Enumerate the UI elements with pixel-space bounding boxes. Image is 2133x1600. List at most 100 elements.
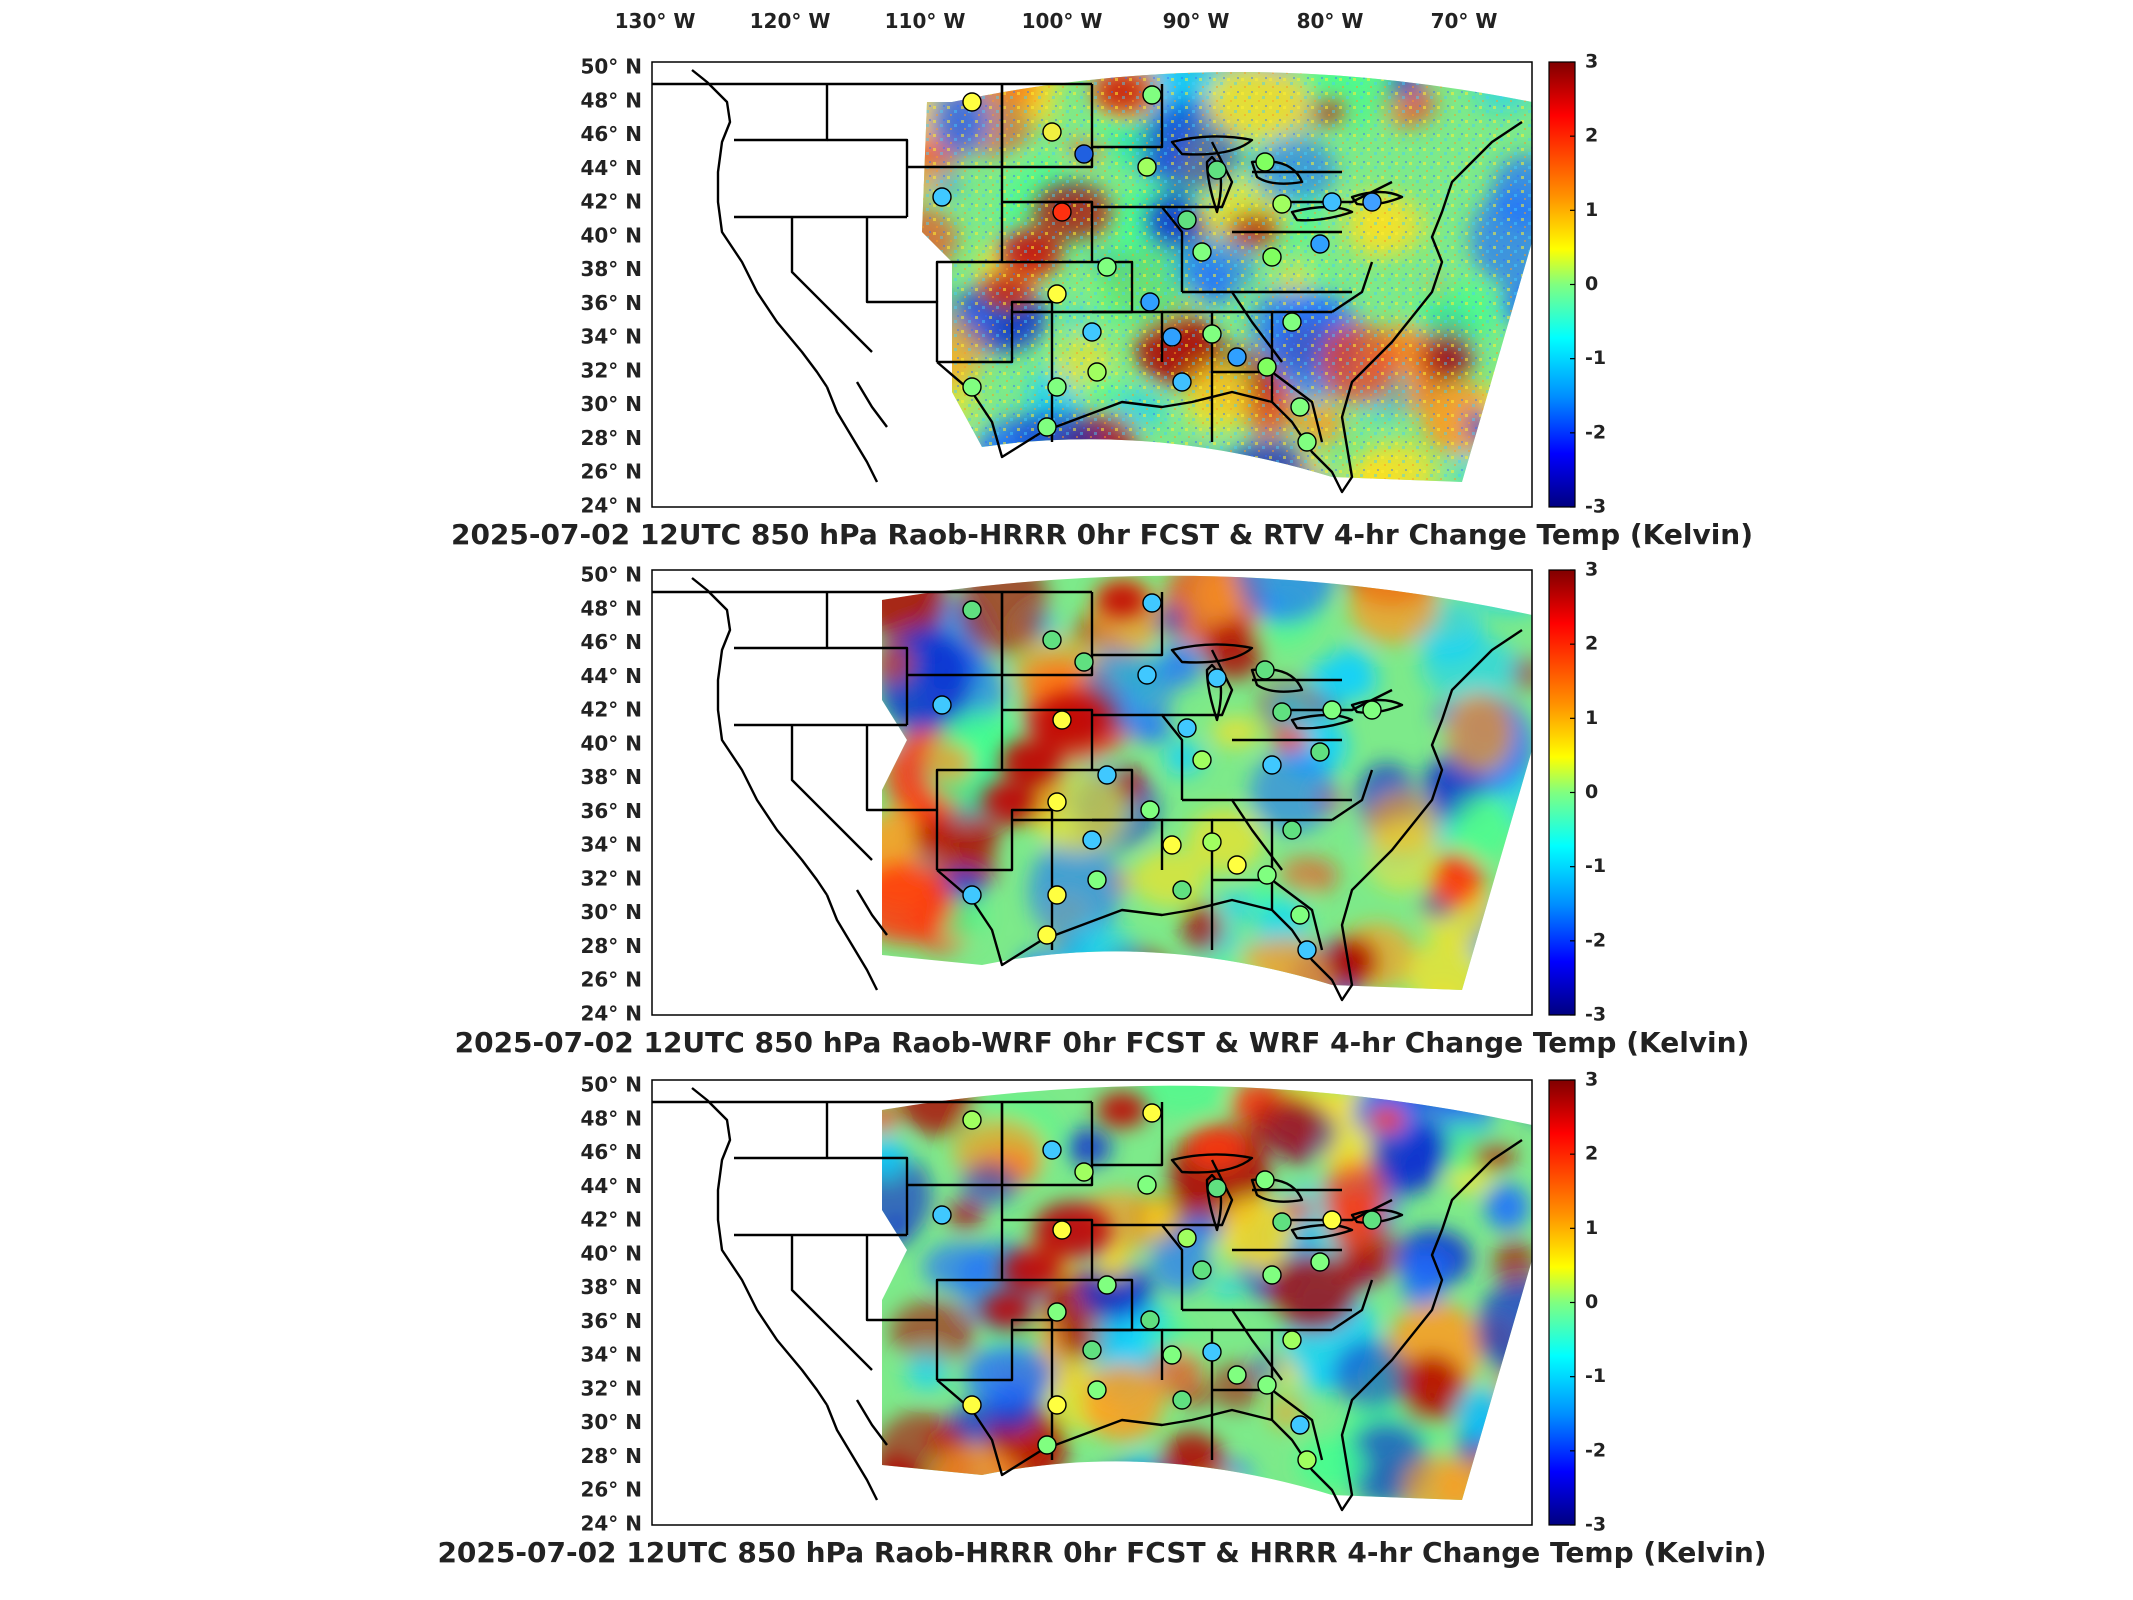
colorbar-tick-label: -1 xyxy=(1585,347,1606,369)
station-marker xyxy=(1310,1252,1330,1272)
station-marker xyxy=(1052,1220,1072,1240)
station-marker xyxy=(1042,1140,1062,1160)
station-marker xyxy=(1047,885,1067,905)
station-marker xyxy=(1272,1212,1292,1232)
lat-label: 28° N xyxy=(580,426,642,450)
station-marker xyxy=(1074,1162,1094,1182)
lat-label: 36° N xyxy=(580,291,642,315)
colorbar-tick-label: 0 xyxy=(1585,781,1598,803)
lon-label: 70° W xyxy=(1431,9,1498,33)
lat-label: 24° N xyxy=(580,494,642,518)
station-marker xyxy=(1262,1265,1282,1285)
station-marker xyxy=(1162,1345,1182,1365)
lat-label: 44° N xyxy=(580,156,642,180)
station-marker xyxy=(1087,362,1107,382)
station-marker xyxy=(1207,160,1227,180)
raob-stations xyxy=(932,1103,1382,1470)
station-marker xyxy=(1207,1178,1227,1198)
lat-label: 40° N xyxy=(580,1241,642,1265)
lat-label: 44° N xyxy=(580,1174,642,1198)
lat-label: 42° N xyxy=(580,1208,642,1232)
lat-label: 34° N xyxy=(580,1343,642,1367)
panel-title: 2025-07-02 12UTC 850 hPa Raob-HRRR 0hr F… xyxy=(451,518,1753,551)
station-marker xyxy=(1362,192,1382,212)
station-marker xyxy=(1087,1380,1107,1400)
lat-label: 36° N xyxy=(580,799,642,823)
station-marker xyxy=(1255,1170,1275,1190)
station-marker xyxy=(1047,1395,1067,1415)
station-marker xyxy=(1037,1435,1057,1455)
map-frame xyxy=(651,1079,1533,1526)
station-marker xyxy=(962,885,982,905)
station-marker xyxy=(1162,327,1182,347)
station-marker xyxy=(1162,835,1182,855)
station-marker xyxy=(932,695,952,715)
lat-label: 26° N xyxy=(580,968,642,992)
lat-label: 38° N xyxy=(580,257,642,281)
station-marker xyxy=(1322,700,1342,720)
station-marker xyxy=(1082,1340,1102,1360)
latitude-labels: 50° N 48° N 46° N 44° N 42° N 40° N 38° N 36° N… xyxy=(580,55,642,518)
station-marker xyxy=(1192,242,1212,262)
station-marker xyxy=(1172,880,1192,900)
lat-label: 46° N xyxy=(580,630,642,654)
map-frame xyxy=(651,569,1533,1016)
lat-label: 34° N xyxy=(580,833,642,857)
longitude-labels: 130° W 120° W 110° W 100° W 90° W 80° W 70° W xyxy=(615,9,1498,33)
station-marker xyxy=(1322,1210,1342,1230)
station-marker xyxy=(1047,792,1067,812)
colorbar-tick-label: -3 xyxy=(1585,496,1606,518)
station-marker xyxy=(1202,324,1222,344)
station-marker xyxy=(1290,397,1310,417)
station-marker xyxy=(1322,192,1342,212)
station-marker xyxy=(1297,432,1317,452)
lat-label: 36° N xyxy=(580,1309,642,1333)
station-marker xyxy=(1172,372,1192,392)
station-marker xyxy=(1177,718,1197,738)
lat-label: 42° N xyxy=(580,190,642,214)
lon-label: 90° W xyxy=(1163,9,1230,33)
map-panel: 50° N 48° N 46° N 44° N 42° N 40° N 38° N 36° N… xyxy=(437,1069,1766,1570)
station-marker xyxy=(1262,755,1282,775)
station-marker xyxy=(1052,202,1072,222)
lat-label: 50° N xyxy=(580,1073,642,1097)
colorbar-tick-label: -2 xyxy=(1585,1439,1606,1461)
colorbar-tick-label: -1 xyxy=(1585,855,1606,877)
lat-label: 38° N xyxy=(580,1275,642,1299)
station-marker xyxy=(1207,668,1227,688)
colorbar-tick-label: 2 xyxy=(1585,125,1598,147)
lat-label: 24° N xyxy=(580,1512,642,1536)
lat-label: 40° N xyxy=(580,731,642,755)
station-marker xyxy=(1297,940,1317,960)
map-panel: 50° N 48° N 46° N 44° N 42° N 40° N 38° N 36° N… xyxy=(455,559,1750,1060)
station-marker xyxy=(962,1395,982,1415)
colorbar-tick-label: 1 xyxy=(1585,1217,1598,1239)
colorbar-tick-label: 1 xyxy=(1585,707,1598,729)
station-marker xyxy=(1272,194,1292,214)
lat-label: 50° N xyxy=(580,55,642,79)
station-marker xyxy=(1042,122,1062,142)
lat-label: 42° N xyxy=(580,698,642,722)
station-marker xyxy=(1142,85,1162,105)
station-marker xyxy=(1142,1103,1162,1123)
colorbar: 3 2 1 0 -1 -2 -3 xyxy=(1548,51,1606,518)
station-marker xyxy=(1082,322,1102,342)
station-marker xyxy=(1037,417,1057,437)
station-marker xyxy=(1257,357,1277,377)
panel-title: 2025-07-02 12UTC 850 hPa Raob-WRF 0hr FC… xyxy=(455,1026,1750,1059)
state-boundaries xyxy=(652,577,1523,1002)
station-marker xyxy=(962,600,982,620)
station-marker xyxy=(1362,700,1382,720)
raob-stations xyxy=(932,85,1382,452)
station-marker xyxy=(1137,157,1157,177)
station-marker xyxy=(1137,665,1157,685)
station-marker xyxy=(1297,1450,1317,1470)
station-marker xyxy=(1047,377,1067,397)
station-marker xyxy=(932,1205,952,1225)
lon-label: 120° W xyxy=(750,9,831,33)
station-marker xyxy=(1052,710,1072,730)
station-marker xyxy=(1262,247,1282,267)
colorbar-tick-label: 0 xyxy=(1585,1291,1598,1313)
colorbar-tick-label: -2 xyxy=(1585,929,1606,951)
lat-label: 38° N xyxy=(580,765,642,789)
